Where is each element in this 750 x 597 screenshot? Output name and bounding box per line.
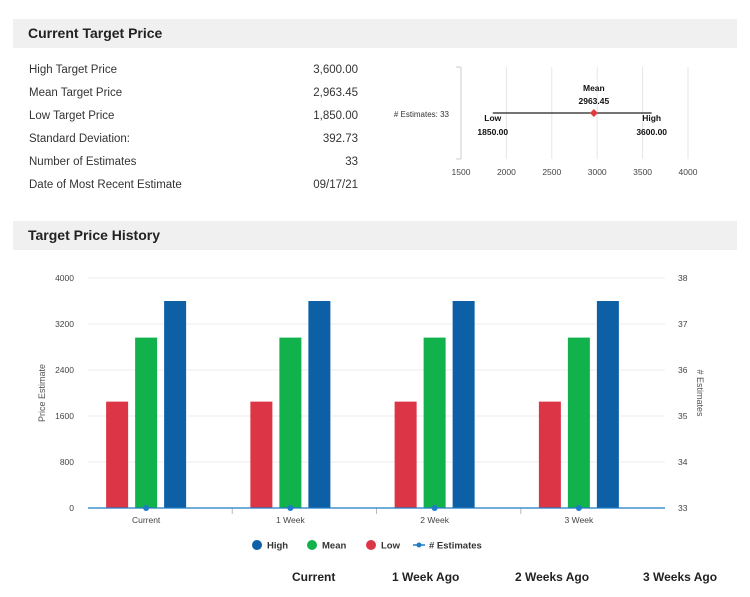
target-price-history-header: Target Price History [13, 221, 737, 250]
mean-label: Mean [583, 83, 605, 93]
bar-high-0 [164, 301, 187, 508]
x-tick-label: 2 Week [420, 515, 449, 525]
y-right-tick-label: 35 [678, 411, 688, 421]
column-header-1-week: 1 Week Ago [392, 570, 460, 584]
bar-mean-1 [279, 337, 302, 508]
stat-label-stddev: Standard Deviation: [29, 133, 131, 145]
y-tick-label: 3200 [55, 319, 74, 329]
legend-label: Low [381, 541, 401, 552]
y-tick-label: 4000 [55, 273, 74, 283]
y-tick-label: 800 [60, 457, 74, 467]
y-right-tick-label: 34 [678, 457, 688, 467]
legend-item-high[interactable]: High [252, 540, 288, 552]
y-tick-label: 0 [69, 503, 74, 513]
current-target-price-header: Current Target Price [13, 19, 737, 48]
x-tick-label: 1 Week [276, 515, 305, 525]
estimates-point-0 [143, 505, 150, 511]
legend-swatch [366, 540, 376, 550]
y-right-tick-label: 36 [678, 365, 688, 375]
y-tick-label: 2400 [55, 365, 74, 375]
section-title: Target Price History [28, 227, 161, 243]
y-right-tick-label: 33 [678, 503, 688, 513]
stat-value-low: 1,850.00 [313, 110, 358, 122]
stat-value-mean: 2,963.45 [313, 87, 358, 99]
bar-high-3 [596, 301, 619, 508]
estimates-count-label: # Estimates: 33 [394, 110, 450, 119]
bar-mean-3 [567, 337, 590, 508]
low-value-label: 1850.00 [477, 127, 508, 137]
mean-value-label: 2963.45 [579, 96, 610, 106]
stat-label-mean: Mean Target Price [29, 87, 123, 99]
estimates-point-2 [431, 505, 438, 511]
stat-label-low: Low Target Price [29, 110, 115, 122]
stat-label-high: High Target Price [29, 64, 117, 76]
stat-value-stddev: 392.73 [322, 133, 358, 145]
bar-high-1 [308, 301, 331, 508]
high-value-label: 3600.00 [636, 127, 667, 137]
y-axis-right-label: # Estimates [695, 369, 705, 417]
stat-value-high: 3,600.00 [313, 64, 358, 76]
legend-label: High [267, 541, 288, 552]
target-price-history-chart: 4000 3200 2400 1600 800 0 38 37 36 35 34 33 Price … [37, 273, 705, 552]
legend-item-low[interactable]: Low [366, 540, 401, 552]
high-label: High [642, 113, 661, 123]
y-right-tick-label: 37 [678, 319, 688, 329]
column-header-3-weeks: 3 Weeks Ago [643, 570, 718, 584]
stat-value-recent-date: 09/17/21 [313, 179, 358, 191]
bar-mean-2 [423, 337, 446, 508]
stat-label-num-estimates: Number of Estimates [29, 156, 137, 168]
estimates-point-3 [575, 505, 582, 511]
bar-mean-0 [135, 337, 158, 508]
bar-low-1 [250, 401, 273, 508]
mean-marker [589, 109, 598, 117]
bar-low-3 [538, 401, 561, 508]
x-tick-label: Current [132, 515, 161, 525]
range-tick-label: 1500 [452, 167, 471, 177]
bar-low-2 [394, 401, 417, 508]
column-header-2-weeks: 2 Weeks Ago [515, 570, 590, 584]
x-tick-label: 3 Week [565, 515, 594, 525]
stat-label-recent-date: Date of Most Recent Estimate [29, 179, 182, 191]
legend-swatch [307, 540, 317, 550]
legend-label: Mean [322, 541, 346, 552]
column-header-current: Current [292, 570, 336, 584]
range-tick-label: 3500 [633, 167, 652, 177]
y-right-tick-label: 38 [678, 273, 688, 283]
low-label: Low [484, 113, 501, 123]
y-axis-label: Price Estimate [37, 364, 47, 422]
bar-low-0 [106, 401, 129, 508]
legend-swatch [252, 540, 262, 550]
range-tick-label: 4000 [679, 167, 698, 177]
range-tick-label: 2000 [497, 167, 516, 177]
legend-label: # Estimates [429, 541, 482, 552]
legend-swatch-dot [416, 542, 422, 548]
legend-item-estimates[interactable]: # Estimates [413, 541, 482, 552]
y-tick-label: 1600 [55, 411, 74, 421]
range-tick-label: 3000 [588, 167, 607, 177]
legend-item-mean[interactable]: Mean [307, 540, 346, 552]
target-range-chart: # Estimates: 33 Mean 2963.45 Low 1850.00… [394, 66, 698, 177]
section-title: Current Target Price [28, 25, 163, 41]
stat-value-num-estimates: 33 [345, 156, 358, 168]
bar-high-2 [452, 301, 475, 508]
estimates-point-1 [287, 505, 294, 511]
range-tick-label: 2500 [542, 167, 561, 177]
